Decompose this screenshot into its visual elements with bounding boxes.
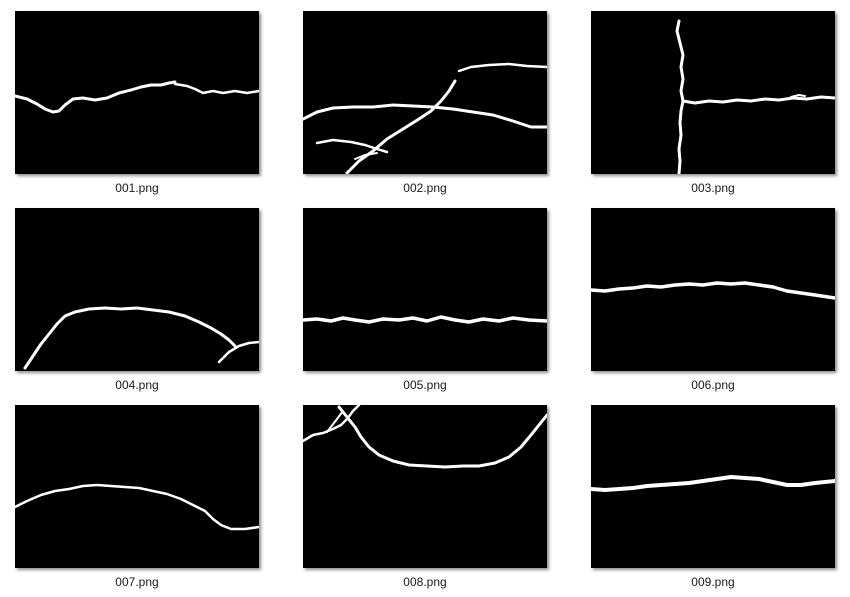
file-tile-003[interactable]: 003.png [591, 11, 841, 203]
file-name[interactable]: 006.png [691, 378, 735, 392]
file-tile-006[interactable]: 006.png [591, 208, 841, 400]
thumbnail-image[interactable] [15, 11, 259, 174]
crack-image [23, 306, 259, 370]
thumbnail-image[interactable] [591, 405, 835, 568]
file-tile-009[interactable]: 009.png [591, 405, 841, 597]
file-name[interactable]: 004.png [115, 378, 159, 392]
crack-image [591, 475, 835, 492]
thumbnail-image[interactable] [303, 405, 547, 568]
thumbnail-image[interactable] [15, 208, 259, 371]
file-tile-005[interactable]: 005.png [303, 208, 553, 400]
thumbnail-image[interactable] [15, 405, 259, 568]
file-name[interactable]: 002.png [403, 181, 447, 195]
thumbnail-image[interactable] [591, 11, 835, 174]
crack-image [303, 405, 547, 469]
file-tile-004[interactable]: 004.png [15, 208, 265, 400]
file-name[interactable]: 003.png [691, 181, 735, 195]
crack-image [303, 62, 547, 174]
file-name[interactable]: 001.png [115, 181, 159, 195]
crack-image [15, 483, 259, 531]
crack-image [303, 315, 547, 324]
crack-image [15, 80, 259, 114]
file-tile-008[interactable]: 008.png [303, 405, 553, 597]
file-tile-002[interactable]: 002.png [303, 11, 553, 203]
crack-image [675, 19, 835, 174]
thumbnail-image[interactable] [303, 208, 547, 371]
crack-image [591, 281, 835, 300]
file-name[interactable]: 009.png [691, 575, 735, 589]
file-tile-001[interactable]: 001.png [15, 11, 265, 203]
file-tile-007[interactable]: 007.png [15, 405, 265, 597]
file-name[interactable]: 008.png [403, 575, 447, 589]
thumbnail-image[interactable] [591, 208, 835, 371]
file-name[interactable]: 007.png [115, 575, 159, 589]
file-name[interactable]: 005.png [403, 378, 447, 392]
thumbnail-image[interactable] [303, 11, 547, 174]
